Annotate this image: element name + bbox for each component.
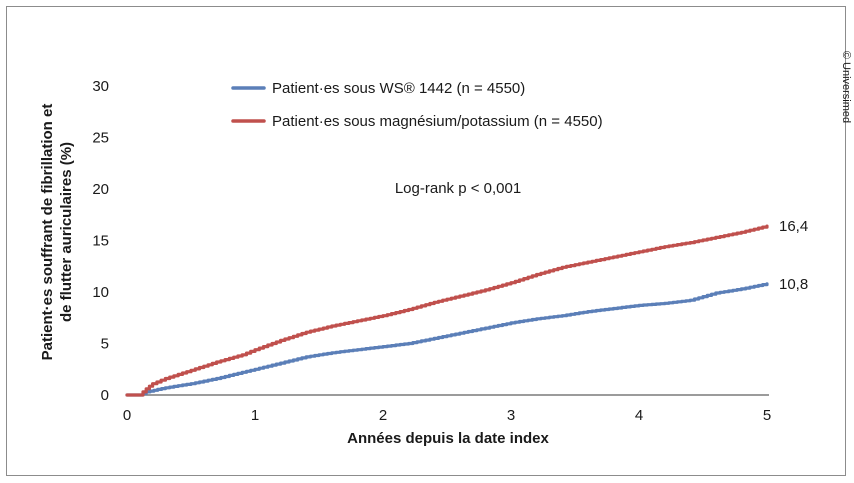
x-tick-label: 1 <box>251 407 259 424</box>
copyright-text: © Universimed <box>840 51 852 123</box>
x-axis-title: Années depuis la date index <box>347 430 549 447</box>
legend-entry: Patient·es sous magnésium/potassium (n =… <box>272 113 603 130</box>
x-tick-label: 5 <box>763 407 771 424</box>
x-tick-label: 0 <box>123 407 131 424</box>
y-tick-label: 5 <box>101 336 109 353</box>
legend-entry: Patient·es sous WS® 1442 (n = 4550) <box>272 80 525 97</box>
x-tick-label: 4 <box>635 407 643 424</box>
y-tick-label: 20 <box>92 181 109 198</box>
legend: Patient·es sous WS® 1442 (n = 4550) Patie… <box>231 80 603 130</box>
y-tick-label: 30 <box>92 78 109 95</box>
series-lines <box>125 224 769 397</box>
x-tick-label: 2 <box>379 407 387 424</box>
y-tick-label: 10 <box>92 284 109 301</box>
y-axis-title: Patient·es souffrant de fibrillation et … <box>39 104 75 361</box>
end-labels: 10,8 16,4 <box>779 218 808 293</box>
y-tick-label: 25 <box>92 130 109 147</box>
series-line-2 <box>125 224 769 397</box>
y-tick-label: 0 <box>101 387 109 404</box>
chart-frame <box>6 6 846 476</box>
y-tick-label: 15 <box>92 233 109 250</box>
y-axis-title-line-2: de flutter auriculaires (%) <box>58 142 75 322</box>
end-value-label: 16,4 <box>779 218 808 235</box>
logrank-annotation: Log-rank p < 0,001 <box>395 180 521 197</box>
series-line-1 <box>125 282 769 397</box>
tick-labels: 0 1 2 3 4 5 0 5 10 15 20 25 30 <box>92 78 771 424</box>
y-axis-title-line-1: Patient·es souffrant de fibrillation et <box>39 104 56 361</box>
copyright-notice: © Universimed <box>840 51 852 123</box>
end-value-label: 10,8 <box>779 276 808 293</box>
x-tick-label: 3 <box>507 407 515 424</box>
